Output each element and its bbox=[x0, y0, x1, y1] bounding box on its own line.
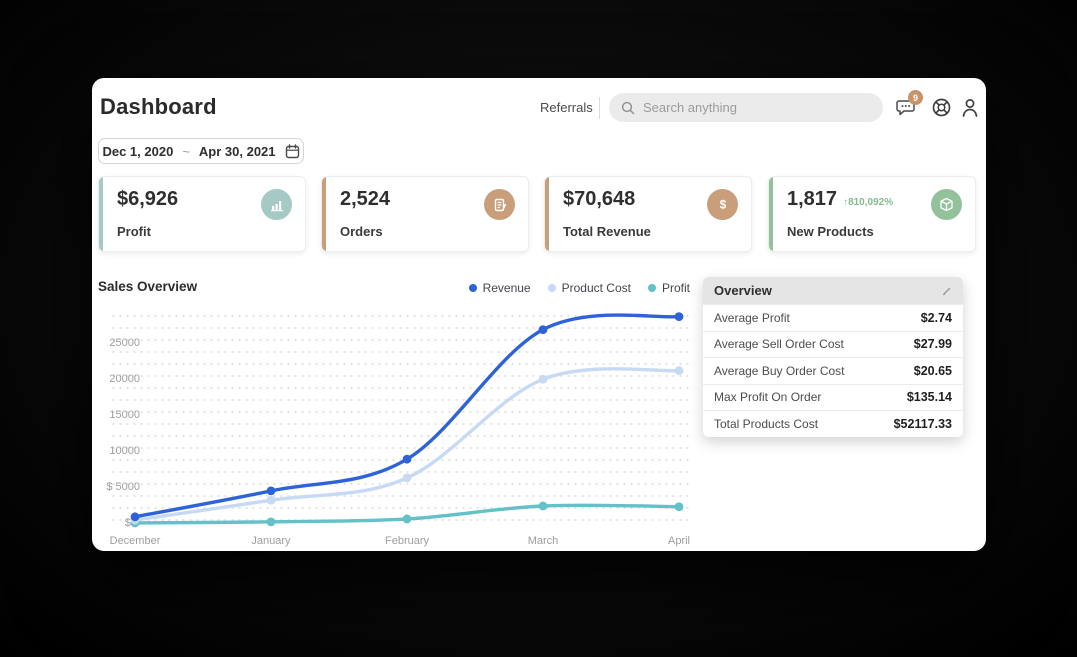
overview-row: Average Buy Order Cost $20.65 bbox=[703, 357, 963, 384]
chart-point bbox=[266, 486, 276, 496]
overview-panel: Overview Average Profit $2.74 Average Se… bbox=[703, 277, 963, 437]
bar-chart-icon bbox=[261, 189, 292, 220]
y-axis-label: 10000 bbox=[109, 445, 140, 457]
x-axis-label: April bbox=[667, 535, 690, 547]
overview-row: Total Products Cost $52117.33 bbox=[703, 410, 963, 437]
chart-point bbox=[674, 366, 684, 376]
search-input[interactable] bbox=[643, 100, 871, 115]
card-accent-bar bbox=[99, 177, 103, 251]
help-lifebuoy-icon[interactable] bbox=[931, 97, 952, 118]
stat-card-new-products[interactable]: 1,817 ↑810,092% New Products bbox=[768, 176, 976, 252]
legend-label: Profit bbox=[661, 281, 690, 295]
y-axis-label: 20000 bbox=[109, 373, 140, 385]
y-axis-label: 15000 bbox=[109, 409, 140, 421]
referrals-link[interactable]: Referrals bbox=[540, 100, 593, 115]
overview-row: Max Profit On Order $135.14 bbox=[703, 383, 963, 411]
chart-title: Sales Overview bbox=[98, 279, 198, 294]
order-list-icon bbox=[484, 189, 515, 220]
x-axis-label: March bbox=[527, 535, 559, 547]
chart-point bbox=[266, 517, 276, 527]
stat-label: Profit bbox=[117, 224, 151, 239]
x-axis-label: January bbox=[251, 535, 291, 547]
search-icon bbox=[621, 101, 635, 115]
chart-point bbox=[402, 454, 412, 464]
chart-line-product-cost bbox=[133, 367, 681, 522]
stat-label: Orders bbox=[340, 224, 383, 239]
stat-value: 2,524 bbox=[340, 188, 391, 210]
overview-row-label: Average Buy Order Cost bbox=[714, 363, 845, 378]
stat-card-orders[interactable]: 2,524 Orders bbox=[321, 176, 529, 252]
chart-point bbox=[130, 512, 140, 522]
x-axis-label: December bbox=[109, 535, 161, 547]
overview-row-value: $2.74 bbox=[920, 310, 952, 325]
legend-dot bbox=[547, 284, 556, 292]
legend-item-profit[interactable]: Profit bbox=[647, 281, 690, 295]
overview-row-value: $20.65 bbox=[913, 363, 952, 378]
stat-delta: ↑810,092% bbox=[843, 197, 894, 208]
overview-row-value: $27.99 bbox=[913, 337, 952, 352]
overview-row-label: Average Profit bbox=[714, 310, 790, 325]
stat-value: $70,648 bbox=[563, 188, 636, 210]
legend-dot bbox=[647, 284, 656, 292]
search-bar[interactable] bbox=[609, 93, 883, 122]
notification-badge: 9 bbox=[908, 90, 923, 105]
overview-row-label: Average Sell Order Cost bbox=[714, 337, 844, 352]
overview-row: Average Profit $2.74 bbox=[703, 304, 963, 331]
date-end: Apr 30, 2021 bbox=[198, 143, 276, 159]
header-divider bbox=[599, 97, 600, 119]
chart-point bbox=[538, 325, 548, 334]
chart-point bbox=[402, 514, 412, 524]
chart-point bbox=[674, 502, 684, 512]
chart-line-revenue bbox=[133, 313, 681, 519]
svg-text:$: $ bbox=[719, 198, 726, 212]
stat-value: 1,817 bbox=[787, 188, 838, 210]
stat-label: Total Revenue bbox=[563, 224, 651, 239]
chart-point bbox=[538, 374, 548, 384]
legend-label: Revenue bbox=[482, 281, 531, 295]
chart-legend: Revenue Product Cost Profit bbox=[468, 281, 690, 295]
date-start: Dec 1, 2020 bbox=[102, 143, 174, 159]
overview-row-value: $52117.33 bbox=[893, 416, 952, 431]
overview-row-label: Max Profit On Order bbox=[714, 390, 822, 405]
chart-point bbox=[538, 501, 548, 511]
card-accent-bar bbox=[545, 177, 549, 251]
legend-label: Product Cost bbox=[561, 281, 631, 295]
chart-point bbox=[402, 473, 412, 483]
overview-row-value: $135.14 bbox=[906, 390, 952, 405]
package-icon bbox=[931, 189, 962, 220]
x-axis-label: February bbox=[384, 535, 430, 547]
y-axis-label: $ 5000 bbox=[106, 481, 140, 493]
stat-card-profit[interactable]: $6,926 Profit bbox=[98, 176, 306, 252]
edit-pencil-icon[interactable] bbox=[942, 286, 952, 296]
overview-row-label: Total Products Cost bbox=[714, 416, 819, 431]
stat-label: New Products bbox=[787, 224, 874, 239]
legend-item-revenue[interactable]: Revenue bbox=[468, 281, 531, 295]
legend-item-product-cost[interactable]: Product Cost bbox=[547, 281, 631, 295]
dashboard-panel: Dashboard Referrals 9 Dec 1, 2020 ~ Apr … bbox=[92, 78, 986, 551]
sales-chart bbox=[130, 312, 684, 528]
overview-row: Average Sell Order Cost $27.99 bbox=[703, 330, 963, 358]
chart-dot-grid bbox=[110, 310, 690, 528]
legend-dot bbox=[468, 284, 477, 292]
card-accent-bar bbox=[322, 177, 326, 251]
date-separator: ~ bbox=[182, 143, 190, 159]
dollar-icon: $ bbox=[707, 189, 738, 220]
chart-point bbox=[266, 495, 276, 505]
date-range-picker[interactable]: Dec 1, 2020 ~ Apr 30, 2021 bbox=[98, 138, 304, 164]
messages-icon[interactable]: 9 bbox=[895, 90, 923, 120]
user-profile-icon[interactable] bbox=[960, 97, 980, 118]
stat-card-total-revenue[interactable]: $70,648 $ Total Revenue bbox=[544, 176, 752, 252]
page-title: Dashboard bbox=[100, 94, 217, 119]
card-accent-bar bbox=[769, 177, 773, 251]
chart-point bbox=[674, 312, 684, 322]
calendar-icon bbox=[285, 143, 300, 159]
y-axis-label: 25000 bbox=[109, 337, 140, 349]
overview-title: Overview bbox=[714, 283, 772, 298]
overview-header: Overview bbox=[703, 277, 963, 304]
stat-value: $6,926 bbox=[117, 188, 179, 210]
